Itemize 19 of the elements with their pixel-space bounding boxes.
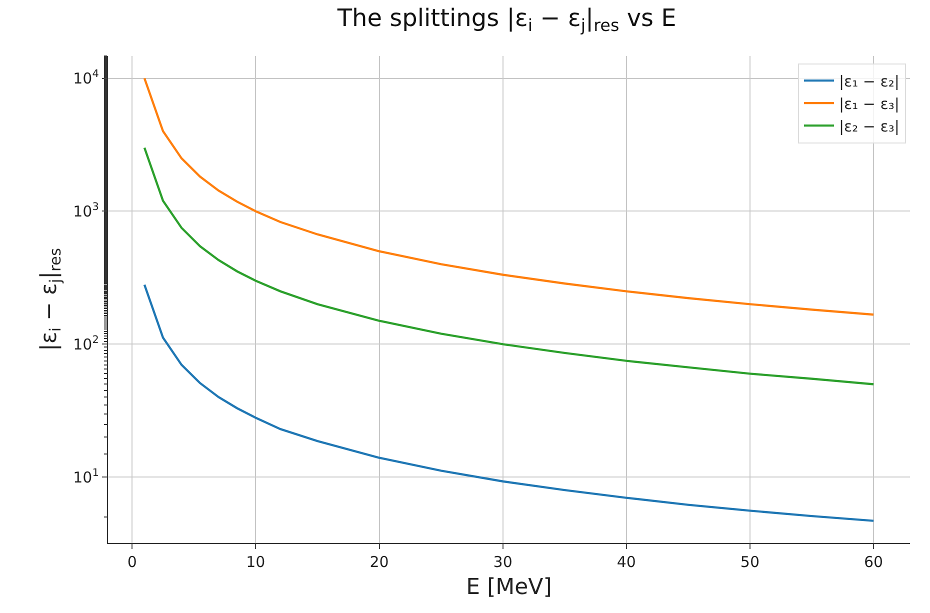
y-tick-label: 10$^{1}$ <box>73 467 99 486</box>
x-tick-label: 30 <box>493 553 512 572</box>
legend-label: |ε₁ − ε₃| <box>838 94 900 113</box>
x-tick-label: 20 <box>370 553 389 572</box>
x-tick-label: 40 <box>616 553 636 572</box>
chart-title: The splittings |ε$_{i}$ − ε$_{j}$|$_{res}$ vs E <box>336 4 676 36</box>
legend-label: |ε₁ − ε₂| <box>838 72 900 90</box>
y-tick-label: 10$^{4}$ <box>73 68 100 88</box>
line-series <box>143 284 875 522</box>
legend-label: |ε₂ − ε₃| <box>838 117 900 136</box>
x-axis-title: E [MeV] <box>466 575 552 600</box>
y-tick-label: 10$^{2}$ <box>73 334 99 354</box>
x-tick-label: 10 <box>246 553 266 572</box>
line-series <box>143 146 875 386</box>
x-tick-label: 0 <box>127 553 137 572</box>
x-tick-label: 50 <box>740 553 760 572</box>
line-series <box>143 77 875 316</box>
y-tick-label: 10$^{3}$ <box>73 201 99 220</box>
x-tick-label: 60 <box>864 553 884 572</box>
